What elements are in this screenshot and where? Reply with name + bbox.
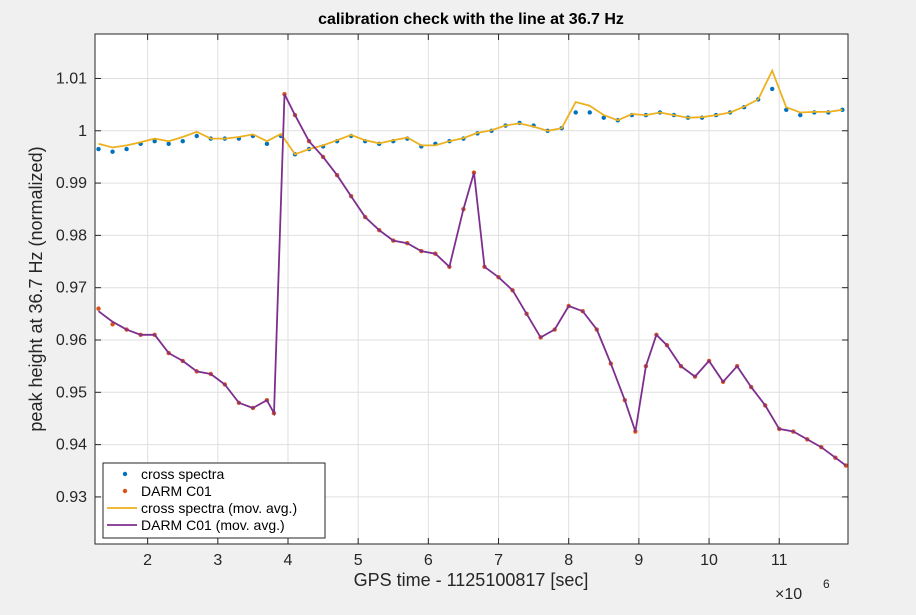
y-axis-label: peak height at 36.7 Hz (normalized) (26, 146, 46, 431)
data-point (124, 146, 129, 152)
y-tick-label: 0.98 (56, 227, 87, 244)
data-point (770, 86, 775, 92)
axes-background (95, 34, 848, 544)
data-point (573, 110, 578, 115)
legend-entry: DARM C01 (mov. avg.) (141, 517, 285, 533)
series-line (97, 93, 847, 467)
x-tick-label: 4 (284, 552, 293, 569)
plot-area (96, 68, 848, 468)
y-tick-label: 0.93 (56, 489, 87, 506)
x-axis-label: GPS time - 1125100817 [sec] (354, 570, 589, 590)
x-exponent-base: ×10 (775, 586, 802, 603)
data-point (110, 149, 115, 154)
y-axis: 0.93 0.94 0.95 0.96 0.97 0.98 0.99 1 1.01 (56, 70, 848, 506)
series-2 (98, 68, 843, 156)
chart-title: calibration check with the line at 36.7 … (318, 11, 624, 28)
x-tick-label: 10 (700, 552, 718, 569)
series-3 (97, 93, 847, 467)
x-tick-label: 9 (634, 552, 643, 569)
x-tick-label: 5 (354, 552, 363, 569)
y-tick-label: 0.99 (56, 175, 87, 192)
x-tick-label: 11 (771, 552, 788, 569)
data-point (152, 139, 157, 144)
data-point (264, 141, 270, 147)
data-point (194, 133, 199, 139)
y-tick-label: 0.95 (56, 384, 87, 401)
y-tick-label: 1.01 (56, 70, 87, 87)
data-point (798, 112, 803, 118)
legend-marker (122, 488, 128, 494)
y-tick-label: 1 (78, 123, 87, 140)
y-tick-label: 0.94 (56, 437, 87, 454)
data-point (96, 306, 101, 311)
x-tick-label: 8 (564, 552, 573, 569)
data-point (180, 139, 185, 144)
x-tick-label: 6 (424, 552, 433, 569)
grid (95, 34, 848, 544)
data-point (166, 141, 171, 147)
axes-box (94, 33, 849, 545)
x-tick-label: 2 (143, 552, 152, 569)
data-point (784, 107, 789, 113)
x-tick-label: 7 (494, 552, 503, 569)
x-axis: 2 3 4 5 6 7 8 9 10 11 (143, 34, 788, 569)
legend-marker (122, 471, 128, 477)
x-axis-exponent: ×10 6 (775, 577, 830, 603)
legend-entry: cross spectra (mov. avg.) (141, 500, 297, 516)
data-point (96, 146, 101, 152)
y-tick-label: 0.97 (56, 280, 87, 297)
data-point (587, 110, 592, 115)
x-tick-label: 3 (213, 552, 222, 569)
legend-entry: DARM C01 (141, 483, 212, 499)
series-line (98, 68, 843, 156)
y-tick-label: 0.96 (56, 332, 87, 349)
data-point (601, 115, 606, 120)
series-0 (96, 86, 845, 157)
x-exponent-power: 6 (823, 577, 830, 591)
legend-box (102, 462, 326, 539)
legend-entry: cross spectra (141, 466, 224, 482)
